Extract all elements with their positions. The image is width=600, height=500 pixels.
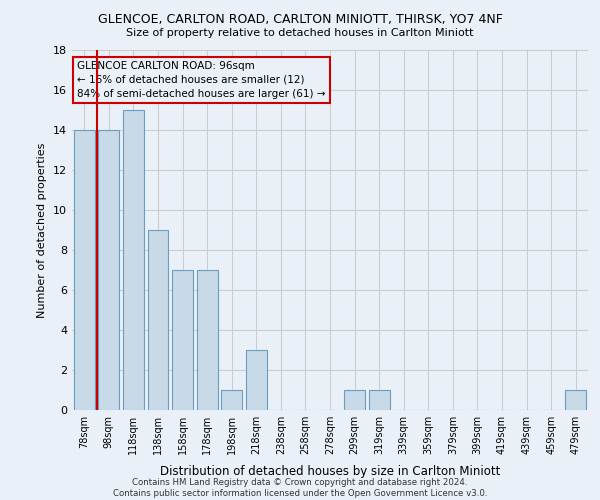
Bar [197,270,218,410]
Bar [246,350,267,410]
Bar [221,390,242,410]
X-axis label: Distribution of detached houses by size in Carlton Miniott: Distribution of detached houses by size … [160,466,500,478]
Text: GLENCOE CARLTON ROAD: 96sqm
← 16% of detached houses are smaller (12)
84% of sem: GLENCOE CARLTON ROAD: 96sqm ← 16% of det… [77,61,326,99]
Bar [368,390,389,410]
Text: Contains HM Land Registry data © Crown copyright and database right 2024.
Contai: Contains HM Land Registry data © Crown c… [113,478,487,498]
Text: GLENCOE, CARLTON ROAD, CARLTON MINIOTT, THIRSK, YO7 4NF: GLENCOE, CARLTON ROAD, CARLTON MINIOTT, … [98,12,502,26]
Y-axis label: Number of detached properties: Number of detached properties [37,142,47,318]
Bar [123,110,144,410]
Bar [344,390,365,410]
Bar [74,130,95,410]
Text: Size of property relative to detached houses in Carlton Miniott: Size of property relative to detached ho… [126,28,474,38]
Bar [148,230,169,410]
Bar [98,130,119,410]
Bar [172,270,193,410]
Bar [565,390,586,410]
